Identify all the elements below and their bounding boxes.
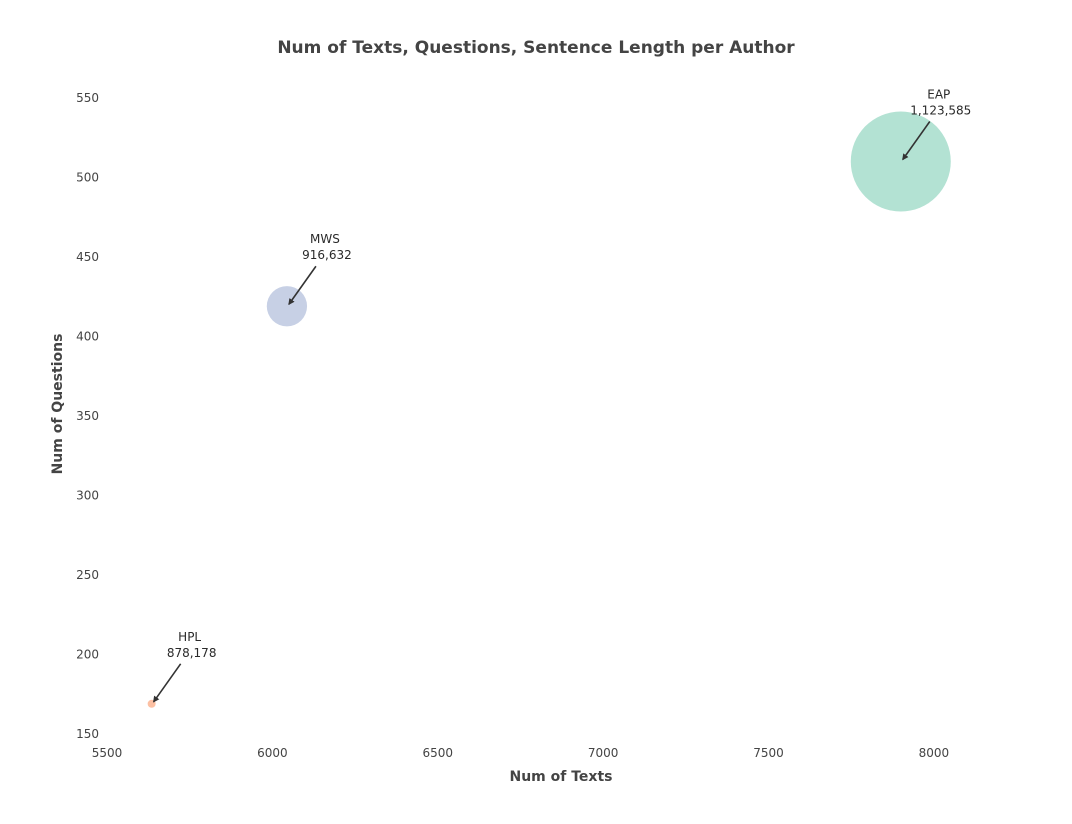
- data-points: [147, 111, 951, 708]
- annotation-value-mws: 916,632: [302, 248, 352, 262]
- y-tick-label: 400: [76, 329, 99, 343]
- annotation-arrow: [288, 265, 317, 306]
- annotation-arrow: [152, 663, 182, 703]
- x-tick-label: 5500: [92, 746, 123, 760]
- x-tick-label: 8000: [919, 746, 950, 760]
- y-tick-label: 350: [76, 409, 99, 423]
- y-tick-label: 250: [76, 568, 99, 582]
- y-tick-label: 200: [76, 647, 99, 661]
- y-tick-label: 550: [76, 91, 99, 105]
- x-axis: 5500 6000 6500 7000 7500 8000: [92, 746, 949, 760]
- bubble-mws: [266, 286, 308, 327]
- x-tick-label: 7000: [588, 746, 619, 760]
- y-axis: 150 200 250 300 350 400 450 500 550: [76, 91, 99, 741]
- annotation-label-eap: EAP: [927, 88, 950, 102]
- annotation-arrow: [902, 121, 931, 161]
- y-tick-label: 150: [76, 727, 99, 741]
- y-axis-title: Num of Questions: [50, 334, 66, 475]
- y-tick-label: 450: [76, 250, 99, 264]
- annotation-label-mws: MWS: [310, 232, 340, 246]
- point-annotations: EAP 1,123,585 MWS 916,632 HPL 878,178: [152, 88, 971, 703]
- x-axis-title: Num of Texts: [510, 769, 613, 785]
- bubble-eap: [850, 111, 951, 212]
- x-tick-label: 6500: [422, 746, 453, 760]
- chart-title: Num of Texts, Questions, Sentence Length…: [277, 38, 795, 58]
- y-tick-label: 300: [76, 488, 99, 502]
- annotation-value-eap: 1,123,585: [910, 104, 971, 118]
- annotation-value-hpl: 878,178: [167, 646, 217, 660]
- x-tick-label: 7500: [753, 746, 784, 760]
- annotation-label-hpl: HPL: [178, 630, 201, 644]
- x-tick-label: 6000: [257, 746, 288, 760]
- y-tick-label: 500: [76, 170, 99, 184]
